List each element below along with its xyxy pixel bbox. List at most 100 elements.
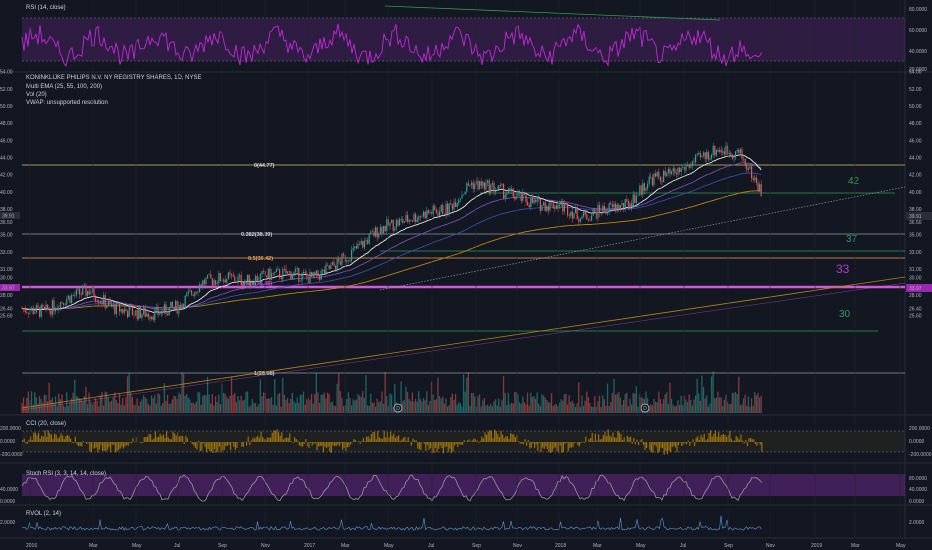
cci-bar (25, 442, 27, 444)
cci-bar (300, 442, 302, 447)
volume-bar (563, 394, 565, 413)
volume-bar (699, 400, 701, 413)
cci-bar (607, 429, 609, 442)
candle-body (691, 161, 693, 167)
candle-body (642, 183, 644, 195)
cci-bar (489, 430, 491, 442)
cci-bar (30, 436, 32, 442)
candle-body (187, 291, 189, 294)
volume-bar (738, 376, 740, 413)
volume-bar (739, 405, 741, 413)
cci-bar (606, 436, 608, 442)
candle-body (703, 152, 705, 156)
volume-bar (726, 401, 729, 413)
candle-body (735, 151, 737, 158)
cci-bar (183, 442, 185, 444)
cci-bar (426, 442, 428, 446)
candle-body (695, 154, 697, 163)
price-tick: 33.00 (909, 250, 922, 256)
volume-bar (270, 396, 273, 413)
candle-body (440, 205, 442, 212)
candle-body (554, 208, 556, 210)
cci-bar (598, 434, 600, 442)
candle-body (655, 173, 657, 177)
candle-body (597, 204, 599, 219)
volume-bar (94, 398, 97, 413)
cci-bar (116, 442, 118, 452)
volume-bar (539, 406, 541, 413)
cci-bar (186, 437, 188, 442)
volume-bar (216, 402, 218, 413)
cci-bar (276, 429, 278, 442)
volume-bar (595, 406, 597, 413)
time-label: Jul (428, 543, 434, 549)
earnings-badge[interactable]: D (393, 403, 403, 413)
volume-bar (725, 394, 727, 413)
fib-retracement[interactable]: 0(44.77) 0.382(38.39) 0.5(36.42) 0.618(3… (22, 163, 905, 377)
candle-body (543, 202, 545, 206)
candle-body (674, 168, 676, 174)
candle-body (573, 213, 575, 219)
candle-body (306, 273, 308, 277)
candle-body (80, 294, 82, 296)
cci-bar (94, 442, 96, 449)
time-label: May (384, 543, 394, 549)
earnings-badge[interactable]: D (640, 403, 650, 413)
volume-bar (381, 391, 383, 413)
cci-bar (180, 435, 182, 442)
cci-bar (655, 442, 657, 447)
cci-bar (726, 436, 728, 442)
volume-bar (261, 396, 263, 413)
support-trendline[interactable] (21, 282, 906, 411)
time-label: Mar (341, 543, 350, 549)
rsi-trendline[interactable] (384, 5, 721, 21)
volume-bar (134, 405, 137, 413)
candle-body (739, 149, 741, 153)
volume-bar (507, 392, 509, 413)
volume-bar (46, 401, 49, 413)
cci-bar (71, 442, 73, 443)
candle-body (403, 221, 405, 223)
volume-bar (53, 402, 55, 413)
cci-bar (703, 433, 705, 442)
volume-bar (723, 399, 725, 413)
cci-bar (54, 433, 56, 442)
volume-bar (651, 405, 653, 413)
volume-bar (118, 393, 121, 413)
time-axis[interactable]: 2016 Mar May Jul Sep Nov 2017 Mar May Jul Sep Nov 20… (26, 0, 906, 549)
long-term-trendline[interactable] (21, 276, 906, 409)
volume-bar (645, 391, 647, 413)
volume-bar (755, 395, 757, 413)
cci-bar (359, 442, 361, 444)
cci-bar (609, 435, 611, 442)
candle-body (293, 271, 295, 276)
candle-body (519, 192, 521, 194)
volume-bar (573, 403, 575, 413)
candle-body (138, 306, 140, 319)
volume-bar (430, 381, 433, 413)
volume-bar (373, 402, 375, 413)
cci-bar (460, 442, 462, 446)
candle-body (578, 219, 580, 222)
volume-bar (267, 398, 269, 413)
candle-body (55, 309, 57, 312)
candle-body (447, 203, 449, 214)
candle-body (285, 269, 287, 274)
volume-bar (736, 394, 738, 413)
candle-body (744, 158, 746, 166)
candle-body (271, 272, 273, 280)
candle-body (143, 307, 145, 315)
candle-body (546, 206, 548, 212)
price-axis[interactable]: 54.00 54.00 52.00 52.00 50.00 50.00 48.00 48.00… (0, 70, 922, 320)
volume-bar (574, 406, 577, 413)
volume-bar (478, 394, 481, 413)
volume-bar (552, 406, 554, 413)
volume-bar (678, 404, 681, 413)
candle-body (491, 182, 493, 185)
cci-bar (543, 442, 545, 450)
volume-bar (78, 398, 81, 413)
volume-bar (438, 395, 441, 413)
dotted-trendline[interactable] (379, 186, 906, 291)
volume-bar (331, 401, 333, 413)
